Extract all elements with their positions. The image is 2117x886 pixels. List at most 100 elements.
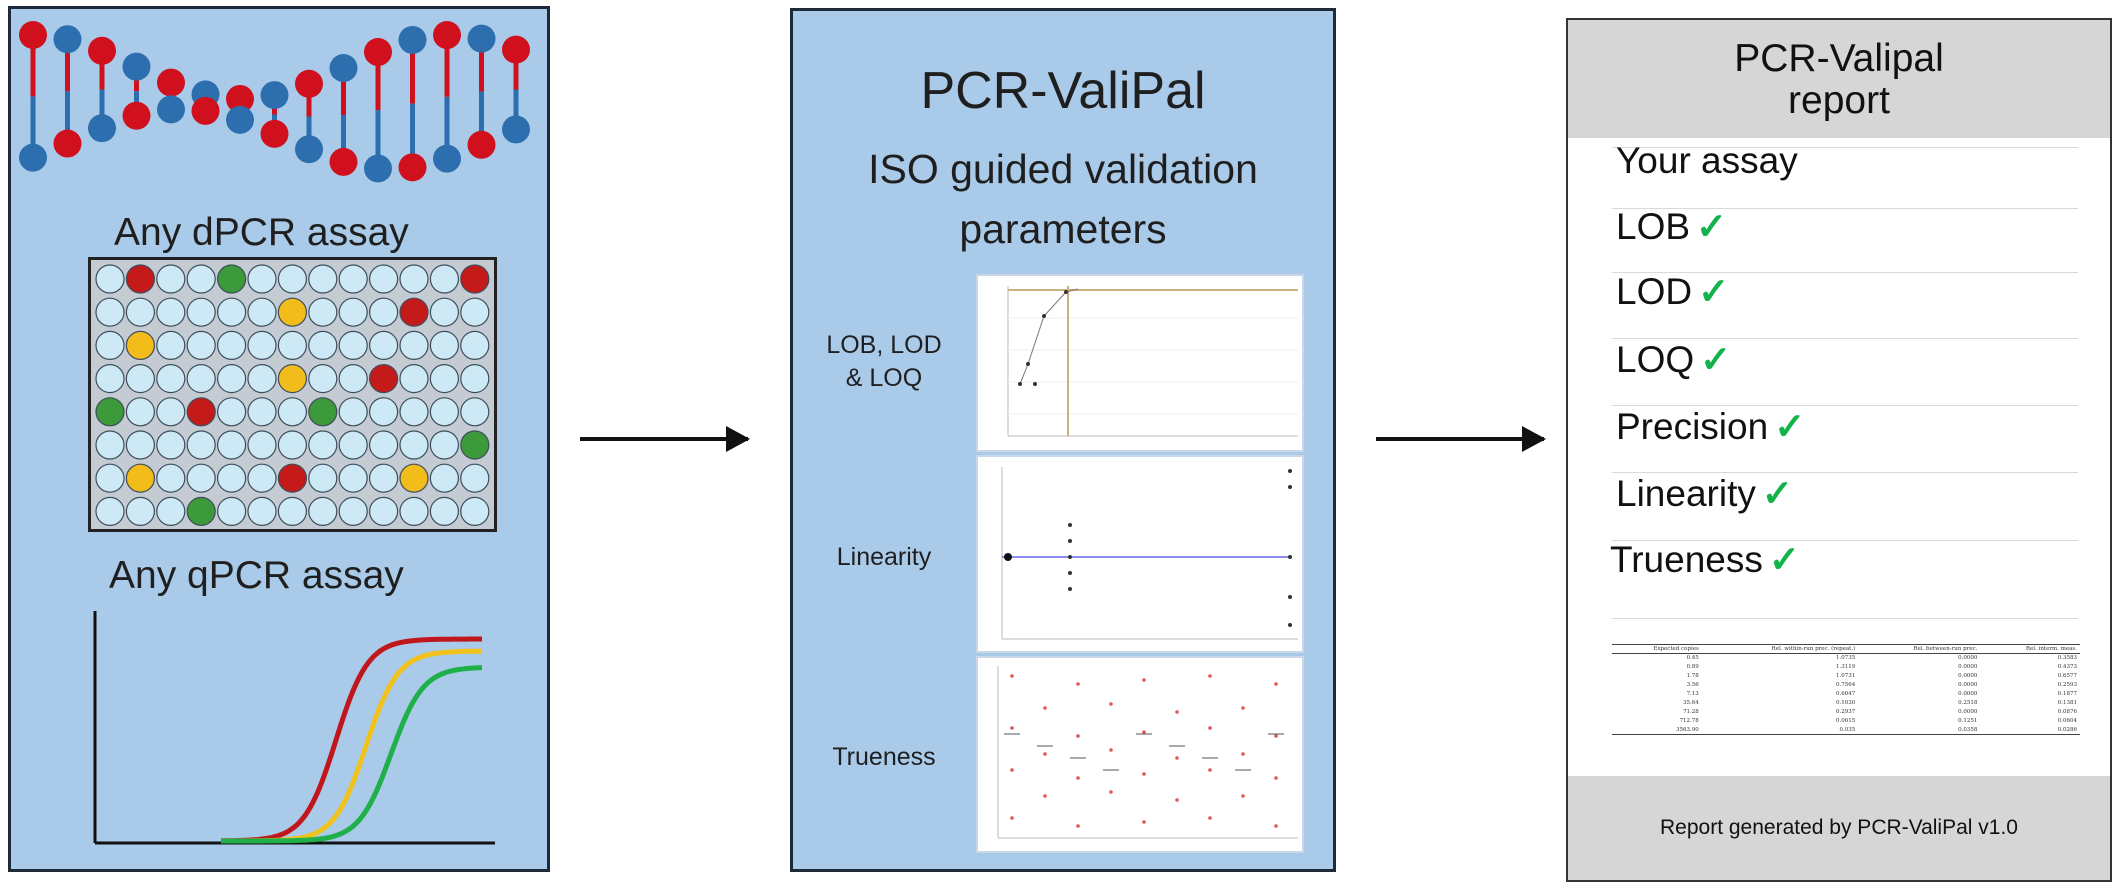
plot-label-lob-lod-loq: LOB, LOD & LOQ — [809, 329, 959, 395]
dpcr-well — [156, 330, 186, 361]
dpcr-well — [217, 397, 247, 427]
dpcr-well — [460, 397, 490, 427]
dpcr-well — [460, 430, 490, 460]
data-point — [1076, 776, 1080, 780]
divider — [1612, 618, 2078, 619]
table-cell: 0.45 — [1686, 655, 1699, 662]
dna-node — [433, 144, 461, 173]
qpcr-caption: Any qPCR assay — [109, 554, 404, 597]
dpcr-well — [217, 496, 247, 526]
data-point — [1274, 824, 1278, 828]
dpcr-well — [429, 397, 459, 427]
dna-node — [295, 69, 323, 98]
dpcr-well — [125, 363, 156, 394]
dna-node — [191, 96, 220, 125]
table-cell: 0.0604 — [2057, 718, 2077, 724]
dpcr-well — [308, 430, 338, 460]
dpcr-well — [217, 363, 247, 394]
dpcr-well — [125, 496, 156, 526]
table-row: 71.28 0.2937 0.0000 0.0876 — [1612, 708, 2080, 717]
dpcr-well — [369, 363, 399, 394]
validation-panel: PCR-ValiPal ISO guided validation parame… — [790, 8, 1336, 872]
table-row: 0.45 1.0735 0.0000 0.3583 — [1612, 654, 2080, 663]
dpcr-well — [399, 397, 429, 427]
data-point — [1109, 748, 1113, 752]
dpcr-well — [247, 264, 277, 294]
divider — [1612, 405, 2078, 406]
data-point — [1109, 702, 1113, 706]
dpcr-well — [460, 264, 490, 294]
plot-label-linearity: Linearity — [809, 541, 959, 574]
check-icon: ✓ — [1768, 539, 1800, 580]
data-point — [1241, 794, 1245, 798]
dpcr-well — [156, 496, 186, 526]
dpcr-well — [156, 397, 186, 427]
data-point — [1076, 734, 1080, 738]
dpcr-well — [308, 363, 338, 394]
dpcr-well — [186, 463, 216, 493]
dpcr-well — [247, 430, 277, 460]
data-point — [1274, 734, 1278, 738]
dna-node — [398, 153, 427, 182]
dpcr-well — [429, 330, 459, 361]
dpcr-well — [429, 430, 459, 460]
table-header-cell: Rel. between-run prec. — [1913, 646, 1978, 652]
report-item-label: Trueness — [1610, 539, 1763, 580]
data-point — [1076, 824, 1080, 828]
data-point — [1208, 768, 1212, 772]
table-cell: 1.3119 — [1836, 664, 1856, 670]
dpcr-well — [247, 463, 277, 493]
report-item-label: Precision — [1616, 406, 1769, 447]
dna-node — [88, 114, 116, 143]
qpcr-amplification-curves — [93, 611, 495, 845]
dpcr-well — [217, 430, 247, 460]
report-title: PCR-Valipal report — [1568, 20, 2110, 138]
check-icon: ✓ — [1761, 473, 1793, 514]
data-point — [1241, 706, 1245, 710]
assay-input-panel: Any dPCR assay Any qPCR assay — [8, 6, 550, 872]
dpcr-well — [429, 297, 459, 327]
dpcr-well — [156, 297, 186, 327]
data-point — [1033, 382, 1037, 386]
dna-node — [295, 135, 323, 164]
dna-node — [157, 68, 185, 97]
dpcr-well — [277, 264, 307, 294]
dpcr-well — [369, 264, 399, 294]
dpcr-well — [156, 363, 186, 394]
dna-node — [226, 84, 254, 113]
plot-label-line: LOB, LOD — [826, 331, 942, 359]
dpcr-caption: Any dPCR assay — [114, 211, 409, 254]
dna-node — [53, 25, 82, 54]
table-cell: 0.0000 — [1958, 682, 1978, 688]
data-point — [1142, 678, 1146, 682]
data-point — [1010, 816, 1014, 820]
dpcr-well — [429, 363, 459, 394]
precision-summary-table: Expected copies Rel. within-run prec. (re… — [1612, 644, 2080, 735]
dpcr-well — [186, 430, 216, 460]
dpcr-well — [186, 397, 216, 427]
dpcr-well — [429, 264, 459, 294]
dpcr-well — [399, 363, 429, 394]
table-cell: 35.64 — [1683, 700, 1699, 706]
table-cell: 0.2937 — [1836, 709, 1856, 715]
data-point — [1068, 539, 1072, 543]
dpcr-well — [95, 397, 125, 427]
table-row: 712.78 0.0615 0.1251 0.0604 — [1612, 717, 2080, 726]
plot-label-trueness: Trueness — [809, 741, 959, 774]
dpcr-well — [338, 430, 368, 460]
data-point — [1043, 706, 1047, 710]
report-row-precision: Precision ✓ — [1616, 405, 1805, 448]
dpcr-well — [460, 330, 490, 361]
plot-label-line: & LOQ — [845, 364, 923, 392]
dna-node — [19, 21, 47, 49]
dna-node — [364, 38, 392, 67]
report-row-loq: LOQ ✓ — [1616, 338, 1731, 381]
table-cell: 0.0000 — [1958, 655, 1978, 662]
table-cell: 712.78 — [1679, 718, 1699, 724]
dpcr-well — [95, 264, 125, 294]
table-header-cell: Expected copies — [1653, 646, 1699, 652]
data-point — [1004, 553, 1012, 561]
dpcr-well — [277, 496, 307, 526]
data-point — [1208, 726, 1212, 730]
dpcr-well — [460, 363, 490, 394]
